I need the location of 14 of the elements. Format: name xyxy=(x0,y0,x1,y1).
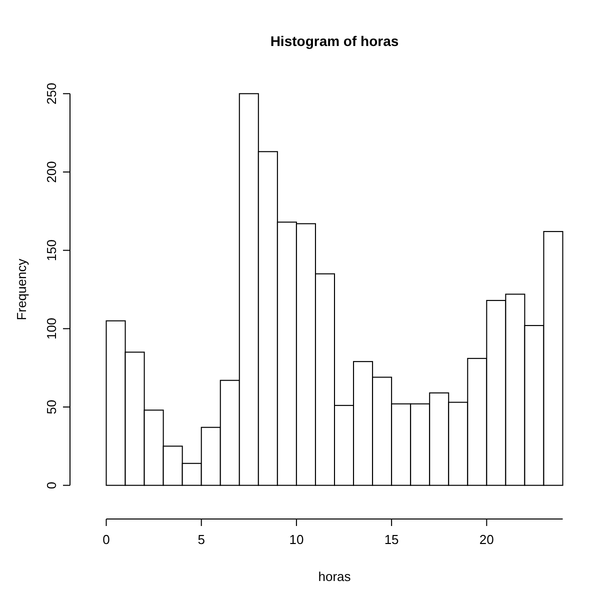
x-tick-label: 20 xyxy=(479,532,494,547)
y-tick-label: 150 xyxy=(44,239,59,262)
y-tick-label: 50 xyxy=(44,400,59,414)
x-tick-label: 0 xyxy=(102,532,110,547)
x-tick-label: 5 xyxy=(198,532,205,547)
y-tick-label: 200 xyxy=(44,161,59,183)
x-tick-label: 15 xyxy=(384,532,399,547)
y-tick-label: 100 xyxy=(44,318,59,340)
x-axis-title: horas xyxy=(318,569,352,584)
chart-title: Histogram of horas xyxy=(270,33,399,49)
y-tick-label: 0 xyxy=(44,482,59,489)
x-tick-label: 10 xyxy=(289,532,304,547)
y-axis-title: Frequency xyxy=(14,258,29,320)
y-tick-label: 250 xyxy=(44,82,59,105)
